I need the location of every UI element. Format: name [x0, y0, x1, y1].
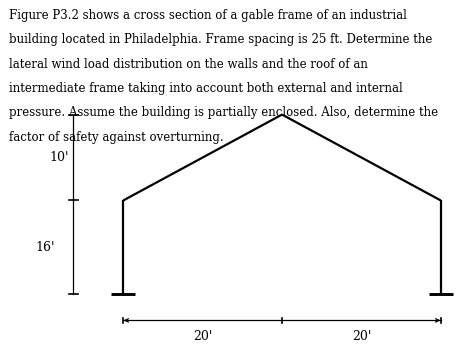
Text: pressure. Assume the building is partially enclosed. Also, determine the: pressure. Assume the building is partial… [9, 106, 438, 119]
Text: lateral wind load distribution on the walls and the roof of an: lateral wind load distribution on the wa… [9, 58, 368, 71]
Text: factor of safety against overturning.: factor of safety against overturning. [9, 131, 224, 144]
Text: intermediate frame taking into account both external and internal: intermediate frame taking into account b… [9, 82, 403, 95]
Text: Figure P3.2 shows a cross section of a gable frame of an industrial: Figure P3.2 shows a cross section of a g… [9, 9, 407, 22]
Text: building located in Philadelphia. Frame spacing is 25 ft. Determine the: building located in Philadelphia. Frame … [9, 33, 433, 46]
Text: 10': 10' [49, 151, 69, 164]
Text: 20': 20' [193, 330, 212, 343]
Text: 16': 16' [35, 241, 55, 253]
Text: 20': 20' [352, 330, 371, 343]
